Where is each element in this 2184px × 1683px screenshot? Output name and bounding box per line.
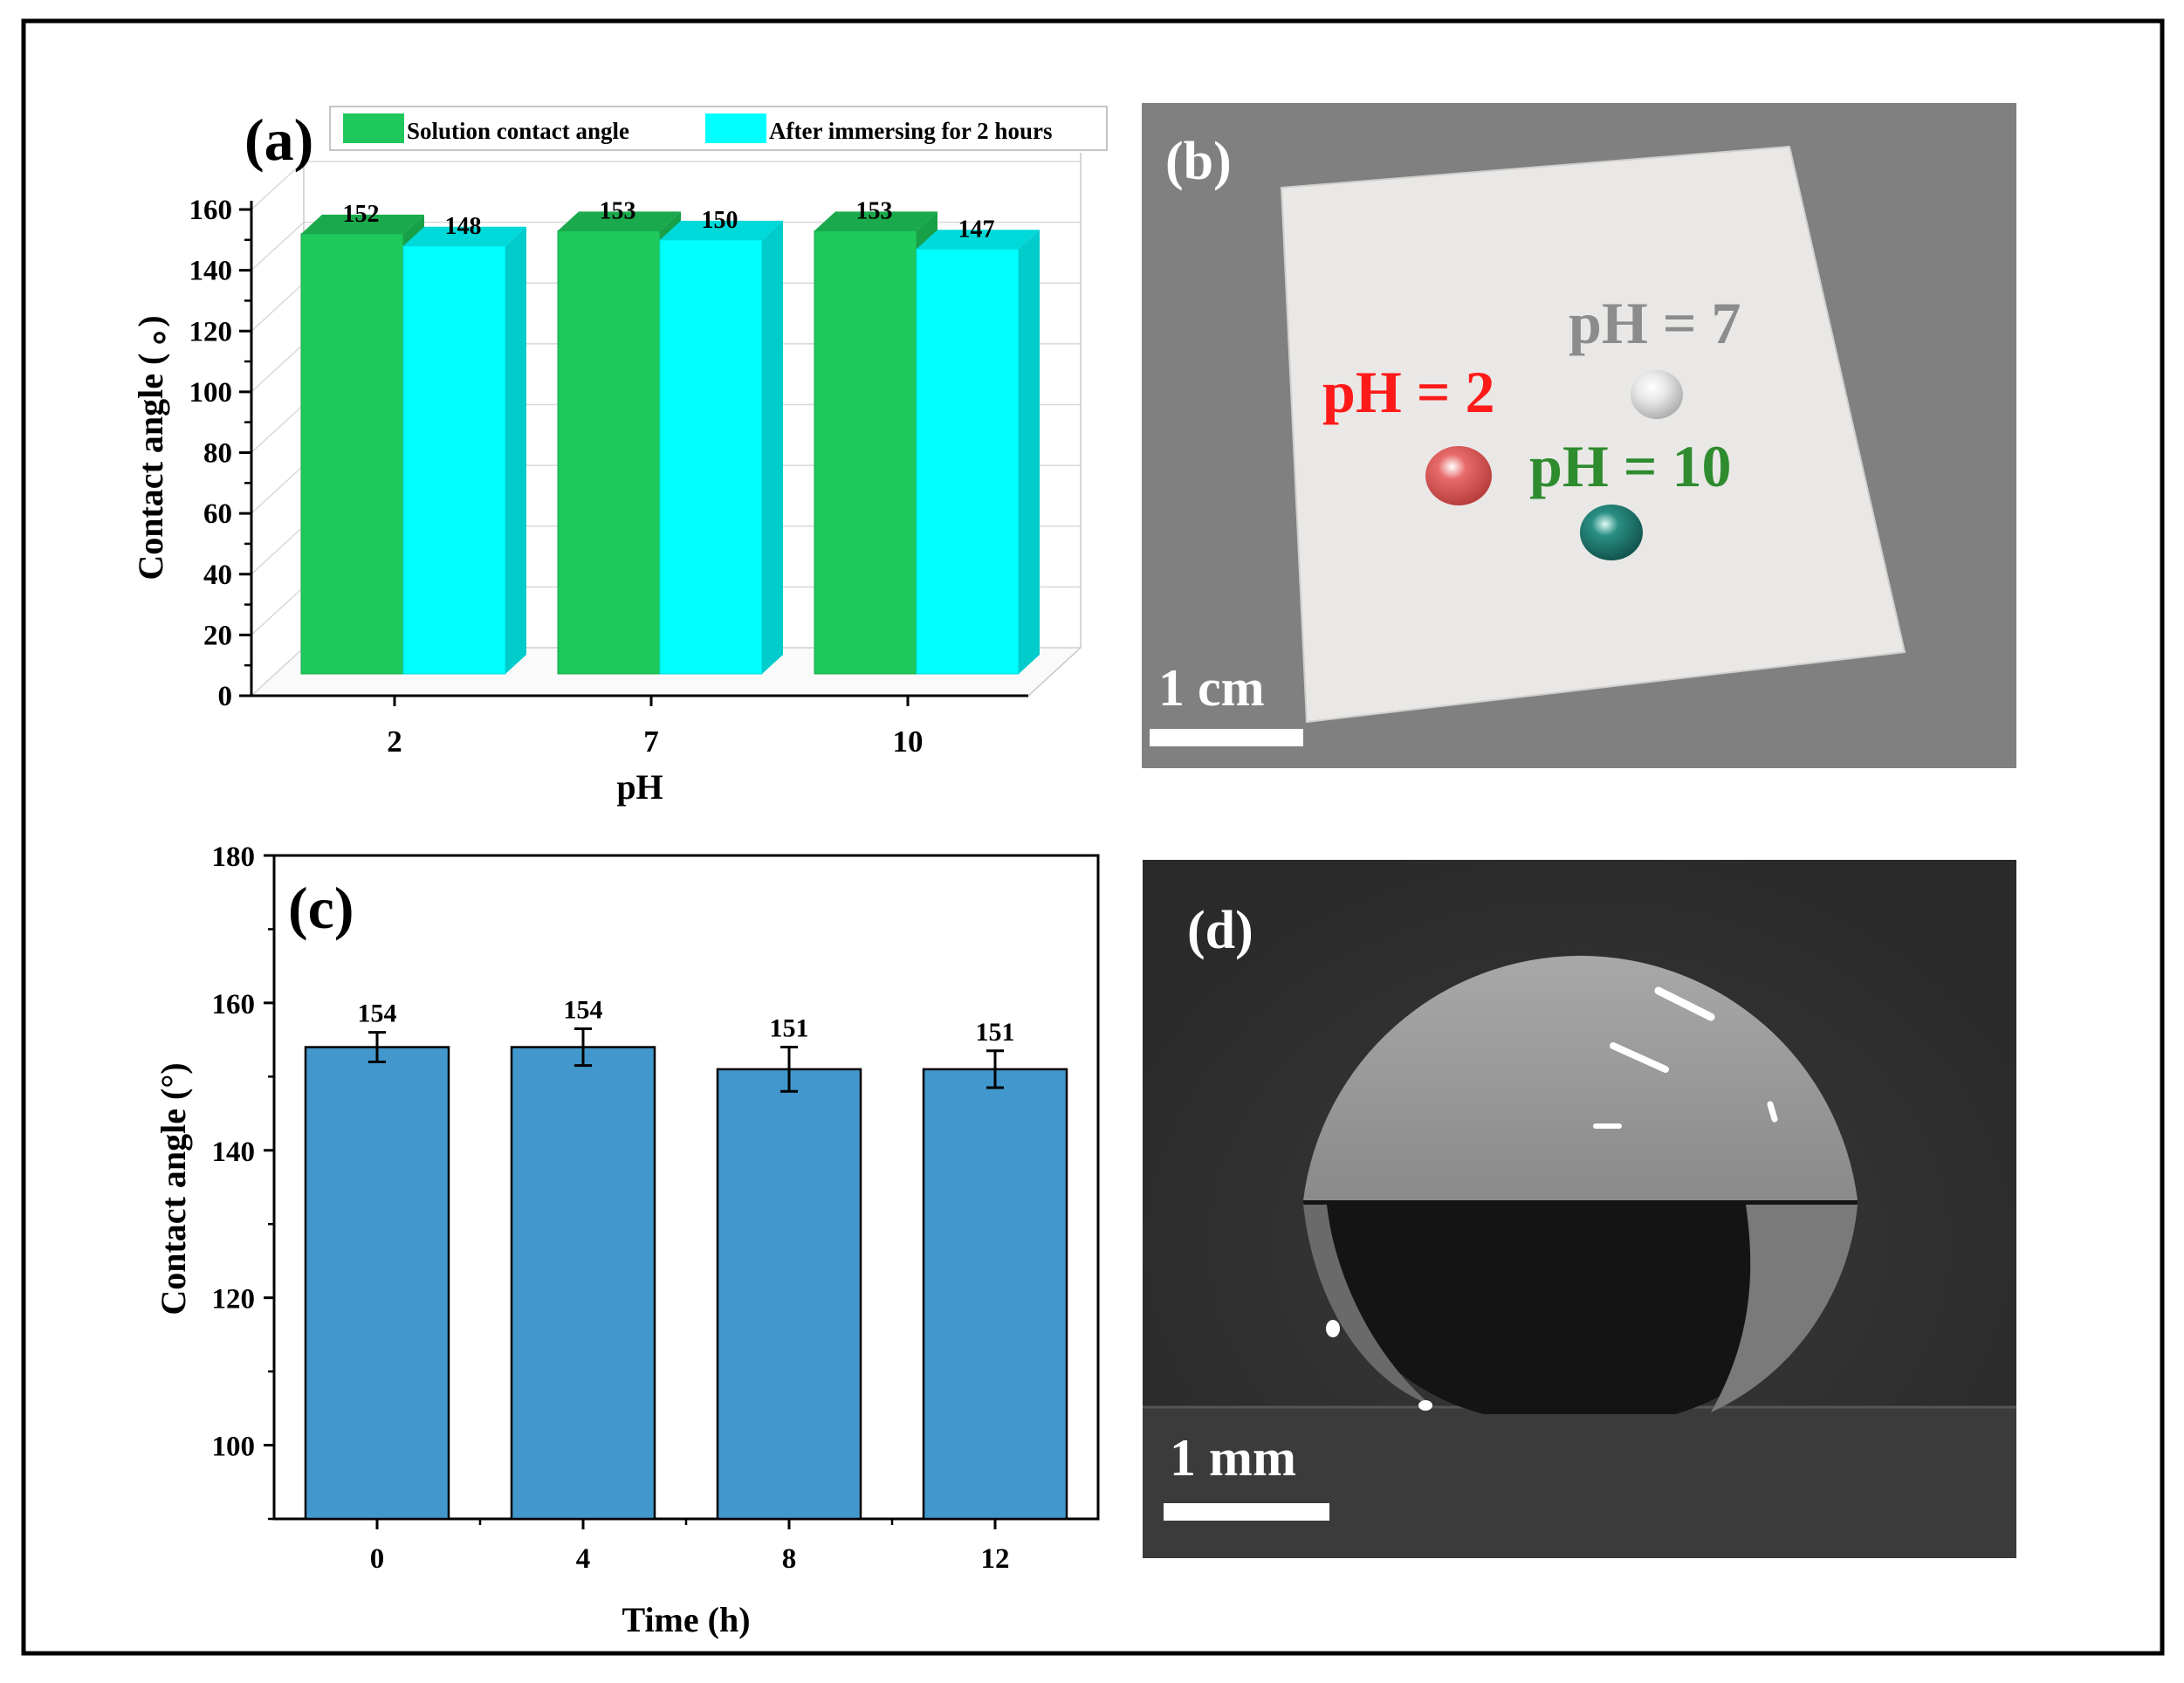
chart-c-y-tick-label: 160 — [212, 989, 256, 1020]
chart-c-data-labels: 154 154 151 151 — [358, 995, 1015, 1046]
chart-panel-a: 152 148 153 150 153 147 0 20 40 60 80 100 120 140 160… — [131, 106, 1108, 807]
chart-a-bar-front — [557, 230, 661, 675]
chart-c-x-tick-label: 0 — [370, 1543, 385, 1575]
chart-a-bar-front — [814, 230, 917, 675]
chart-c-x-tick-label: 4 — [576, 1543, 591, 1575]
droplet-ph2 — [1425, 446, 1492, 505]
chart-a-x-tick-label: 10 — [893, 725, 924, 759]
chart-a-bar-top — [403, 226, 526, 246]
droplet-upper-half — [1303, 955, 1858, 1200]
legend-label-after-immersing: After immersing for 2 hours — [769, 118, 1052, 144]
chart-c-data-label: 151 — [976, 1018, 1015, 1047]
chart-a-bar-side — [1019, 230, 1040, 674]
chart-c-x-tick-label: 12 — [981, 1543, 1010, 1575]
scale-bar-b — [1150, 729, 1303, 746]
highlight-3 — [1767, 1101, 1778, 1123]
chart-a-y-tick-label: 100 — [189, 377, 233, 409]
photo-d-surface — [1143, 1407, 2016, 1558]
chart-a-data-label: 148 — [445, 213, 482, 240]
chart-a-data-label: 153 — [600, 197, 636, 224]
chart-a-x-tick-label: 2 — [387, 725, 402, 759]
highlight-1 — [1654, 986, 1715, 1021]
chart-a-bar-top — [917, 230, 1040, 250]
label-ph7: pH = 7 — [1569, 290, 1741, 356]
chart-a-data-label: 152 — [343, 201, 380, 228]
chart-a-x-axis-title: pH — [616, 767, 663, 807]
panel-label-c: (c) — [288, 875, 354, 941]
chart-c-y-tick-label: 140 — [212, 1137, 256, 1168]
chart-panel-c: 154 154 151 151 100 120 140 160 180 0 4 8 12 (c) Ti… — [154, 842, 1100, 1639]
chart-c-data-label: 154 — [358, 999, 397, 1028]
legend-swatch-solution — [343, 113, 404, 143]
chart-a-bar-top — [660, 220, 783, 240]
chart-a-y-tick-label: 80 — [203, 438, 232, 470]
label-ph10: pH = 10 — [1529, 433, 1731, 499]
photo-panel-b: pH = 2 pH = 7 pH = 10 (b) 1 cm — [1142, 103, 2016, 768]
droplet-rim-right — [1711, 1205, 1858, 1412]
highlight-2 — [1610, 1042, 1669, 1073]
chart-a-y-tick-label: 140 — [189, 256, 233, 287]
chart-c-x-axis-title: Time (h) — [622, 1600, 750, 1639]
chart-a-y-axis-title: Contact angle ( 。) — [131, 315, 170, 580]
chart-a-bar-front — [659, 239, 763, 675]
droplet-ph10 — [1580, 505, 1643, 560]
photo-panel-d: (d) 1 mm — [1143, 860, 2016, 1558]
droplet-rim-left — [1303, 1205, 1432, 1405]
coated-substrate — [1280, 145, 1906, 724]
droplet-ph7 — [1631, 370, 1683, 419]
chart-a-data-label: 153 — [856, 197, 893, 224]
legend-swatch-after-immersing — [705, 113, 766, 143]
chart-c-y-tick-label: 180 — [212, 842, 256, 873]
chart-c-y-tick-label: 100 — [212, 1432, 256, 1463]
chart-c-bars — [304, 1046, 1068, 1521]
chart-a-data-labels: 152 148 153 150 153 147 — [343, 197, 995, 243]
chart-a-data-label: 150 — [702, 207, 738, 234]
chart-a-axes — [239, 201, 1028, 706]
chart-a-y-tick-label: 60 — [203, 498, 232, 530]
chart-c-tick-labels: 100 120 140 160 180 0 4 8 12 — [212, 842, 1010, 1575]
chart-a-bar-top — [301, 214, 424, 234]
panel-label-b: (b) — [1165, 132, 1232, 191]
chart-c-bar — [922, 1068, 1068, 1521]
panel-label-d: (d) — [1187, 901, 1253, 960]
chart-a-bar-front — [300, 233, 404, 675]
chart-a-data-label: 147 — [958, 216, 995, 243]
chart-c-bar — [304, 1046, 450, 1521]
chart-a-y-tick-label: 160 — [189, 195, 233, 226]
chart-c-bar — [716, 1068, 862, 1521]
chart-c-data-label: 154 — [564, 995, 603, 1024]
chart-a-bar-front — [402, 245, 506, 675]
scale-bar-label-d: 1 mm — [1170, 1429, 1296, 1487]
droplet-lower-half — [1303, 1200, 1858, 1414]
scale-bar-d — [1164, 1503, 1329, 1521]
chart-a-bar-top — [814, 211, 937, 231]
chart-a-tick-labels: 0 20 40 60 80 100 120 140 160 2 7 10 — [189, 195, 924, 759]
chart-a-bar-side — [762, 220, 783, 674]
label-ph2: pH = 2 — [1322, 359, 1494, 425]
chart-c-data-label: 151 — [770, 1014, 809, 1043]
chart-c-error-bars — [368, 1027, 1004, 1093]
chart-c-y-axis-title: Contact angle (°) — [154, 1062, 193, 1315]
chart-c-bar — [510, 1046, 656, 1521]
chart-a-y-tick-label: 120 — [189, 316, 233, 347]
highlight-5 — [1326, 1320, 1340, 1337]
chart-c-y-tick-label: 120 — [212, 1284, 256, 1315]
legend-label-solution: Solution contact angle — [407, 118, 629, 144]
chart-a-y-tick-label: 20 — [203, 620, 232, 651]
chart-a-x-tick-label: 7 — [643, 725, 659, 759]
chart-a-bar-top — [558, 211, 681, 231]
chart-a-bars — [300, 211, 1040, 675]
panel-label-a: (a) — [244, 106, 313, 173]
chart-c-x-tick-label: 8 — [782, 1543, 797, 1575]
highlight-6 — [1418, 1400, 1432, 1411]
chart-a-bar-front — [916, 248, 1020, 675]
chart-a-legend: Solution contact angle After immersing f… — [329, 106, 1108, 151]
chart-a-y-tick-label: 40 — [203, 560, 232, 591]
chart-a-bar-side — [505, 226, 526, 674]
scale-bar-label-b: 1 cm — [1158, 659, 1265, 717]
chart-a-y-tick-label: 0 — [218, 681, 233, 712]
